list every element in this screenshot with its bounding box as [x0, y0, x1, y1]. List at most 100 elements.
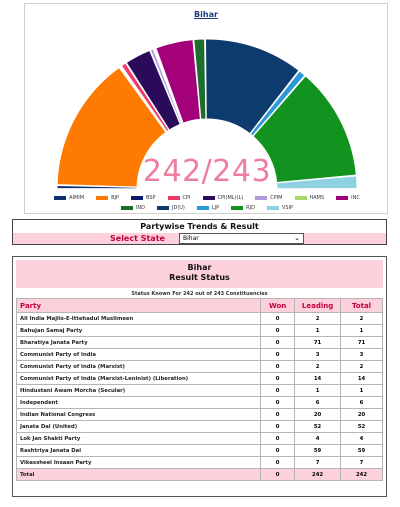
party-cell: Janata Dal (United) [15, 420, 262, 433]
slice-rjd[interactable] [252, 75, 357, 183]
legend-item[interactable]: JD(U) [157, 205, 185, 211]
table-row: Bahujan Samaj Party 0 1 1 [15, 324, 383, 337]
leading-cell: 71 [294, 336, 342, 349]
legend-label: CPI(ML)(L) [217, 195, 244, 201]
won-cell: 0 [260, 432, 296, 445]
table-row: Janata Dal (United) 0 52 52 [15, 420, 383, 433]
state-select-row: Select State Bihar ⌄ [13, 233, 386, 244]
party-cell: Indian National Congress [15, 408, 262, 421]
won-cell: 0 [260, 396, 296, 409]
legend-swatch [266, 206, 279, 210]
leading-cell: 14 [294, 372, 342, 385]
leading-cell: 59 [294, 444, 342, 457]
leading-cell: 3 [294, 348, 342, 361]
won-cell: 0 [260, 348, 296, 361]
party-seat-donut-chart [56, 38, 358, 190]
partywise-trends-panel: Partywise Trends & Result Select State B… [12, 219, 387, 245]
legend-swatch [96, 196, 109, 200]
won-cell: 0 [260, 456, 296, 469]
select-state-label: Select State [110, 234, 165, 243]
chevron-down-icon: ⌄ [294, 234, 300, 242]
legend-swatch [196, 206, 209, 210]
total-cell: 4 [340, 432, 383, 445]
legend-item[interactable]: HAMS [294, 195, 324, 201]
leading-cell: 2 [294, 360, 342, 373]
legend-item[interactable]: IND [120, 205, 145, 211]
leading-cell: 1 [294, 324, 342, 337]
legend-label: AIMIM [69, 195, 85, 201]
legend-item[interactable]: BSP [131, 195, 156, 201]
legend-item[interactable]: CPIM [255, 195, 283, 201]
trends-title: Partywise Trends & Result [140, 222, 259, 231]
legend-label: CPI [182, 195, 191, 201]
legend-item[interactable]: CPI [167, 195, 191, 201]
total-cell: 2 [340, 360, 383, 373]
legend-swatch [54, 196, 67, 200]
party-cell: All India Majlis-E-Ittehadul Muslimeen [15, 312, 262, 325]
party-cell: Bharatiya Janata Party [15, 336, 262, 349]
slice-jd-u[interactable] [204, 38, 300, 135]
party-cell: Independent [15, 396, 262, 409]
table-row: Communist Party of India 0 3 3 [15, 348, 383, 361]
won-cell: 0 [260, 468, 296, 481]
party-cell: Communist Party of India (Marxist-Lenini… [15, 372, 262, 385]
table-header-row: Party Won Leading Total [15, 298, 383, 313]
table-row: Lok Jan Shakti Party 0 4 4 [15, 432, 383, 445]
table-row: Communist Party of India (Marxist) 0 2 2 [15, 360, 383, 373]
header-party: Party [15, 298, 262, 313]
party-cell: Hindustani Awam Morcha (Secular) [15, 384, 262, 397]
legend-item[interactable]: INC [336, 195, 360, 201]
total-cell: 3 [340, 348, 383, 361]
party-cell: Lok Jan Shakti Party [15, 432, 262, 445]
total-cell: 71 [340, 336, 383, 349]
leading-cell: 7 [294, 456, 342, 469]
chart-title[interactable]: Bihar [194, 10, 218, 19]
table-row: Rashtriya Janata Dal 0 59 59 [15, 444, 383, 457]
legend-label: BJP [111, 195, 120, 201]
header-total: Total [340, 298, 383, 313]
legend-item[interactable]: CPI(ML)(L) [202, 195, 244, 201]
slice-vsip[interactable] [276, 175, 358, 190]
result-status-panel: Bihar Result Status Status Known For 242… [12, 256, 387, 497]
selected-state-value: Bihar [183, 235, 199, 242]
total-cell: 6 [340, 396, 383, 409]
legend-swatch [294, 196, 307, 200]
legend-label: IND [135, 205, 145, 211]
legend-label: BSP [146, 195, 156, 201]
legend-label: INC [351, 195, 360, 201]
party-cell: Communist Party of India (Marxist) [15, 360, 262, 373]
total-cell: 242 [340, 468, 383, 481]
total-cell: 59 [340, 444, 383, 457]
leading-cell: 4 [294, 432, 342, 445]
legend-swatch [202, 196, 215, 200]
legend-item[interactable]: AIMIM [54, 195, 84, 201]
state-select-dropdown[interactable]: Bihar ⌄ [179, 233, 304, 244]
header-leading: Leading [294, 298, 342, 313]
won-cell: 0 [260, 408, 296, 421]
total-cell: 52 [340, 420, 383, 433]
legend-item[interactable]: VSIP [266, 205, 293, 211]
table-row: Vikassheel Insaan Party 0 7 7 [15, 456, 383, 469]
party-cell: Communist Party of India [15, 348, 262, 361]
won-cell: 0 [260, 336, 296, 349]
table-row: Indian National Congress 0 20 20 [15, 408, 383, 421]
table-total-row: Total 0 242 242 [15, 468, 383, 481]
legend-swatch [157, 206, 169, 210]
legend-row: IND JD(U) LJP RJD VSIP [31, 203, 383, 213]
legend-label: RJD [246, 205, 255, 211]
table-row: Hindustani Awam Morcha (Secular) 0 1 1 [15, 384, 383, 397]
header-won: Won [260, 298, 296, 313]
status-known-line: Status Known For 242 out of 243 Constitu… [131, 291, 268, 297]
total-cell: 7 [340, 456, 383, 469]
slice-bjp[interactable] [56, 66, 167, 188]
won-cell: 0 [260, 384, 296, 397]
party-cell: Total [15, 468, 262, 481]
legend-item[interactable]: LJP [196, 205, 219, 211]
table-body: All India Majlis-E-Ittehadul Muslimeen 0 2… [15, 312, 383, 481]
leading-cell: 20 [294, 408, 342, 421]
party-chart-panel: Bihar 242/243 AIMIM BJP BSP CPI CPI(ML)(L) CP… [24, 3, 388, 214]
legend-item[interactable]: BJP [96, 195, 119, 201]
total-cell: 20 [340, 408, 383, 421]
result-header: Bihar Result Status [16, 260, 383, 288]
legend-item[interactable]: RJD [231, 205, 255, 211]
